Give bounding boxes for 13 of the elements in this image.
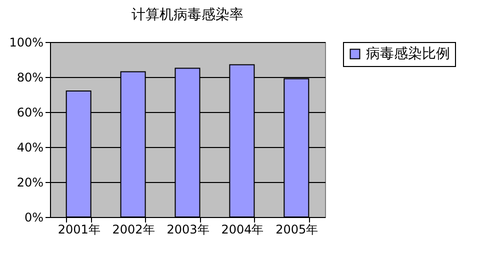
x-tick-label: 2003年: [166, 222, 210, 236]
x-tick-label: 2004年: [221, 222, 264, 236]
chart-title: 计算机病毒感染率: [132, 7, 244, 23]
y-tick-label: 80%: [16, 70, 44, 84]
y-tick-label: 0%: [24, 210, 44, 224]
x-tick-label: 2002年: [112, 222, 155, 236]
y-tick-label: 60%: [16, 106, 44, 120]
y-tick-label: 40%: [16, 140, 44, 154]
x-tick-label: 2005年: [276, 222, 318, 236]
y-tick-label: 20%: [16, 176, 44, 190]
legend-label: 病毒感染比例: [366, 46, 450, 62]
y-tick-label: 100%: [9, 36, 44, 50]
x-tick-label: 2001年: [58, 222, 100, 236]
